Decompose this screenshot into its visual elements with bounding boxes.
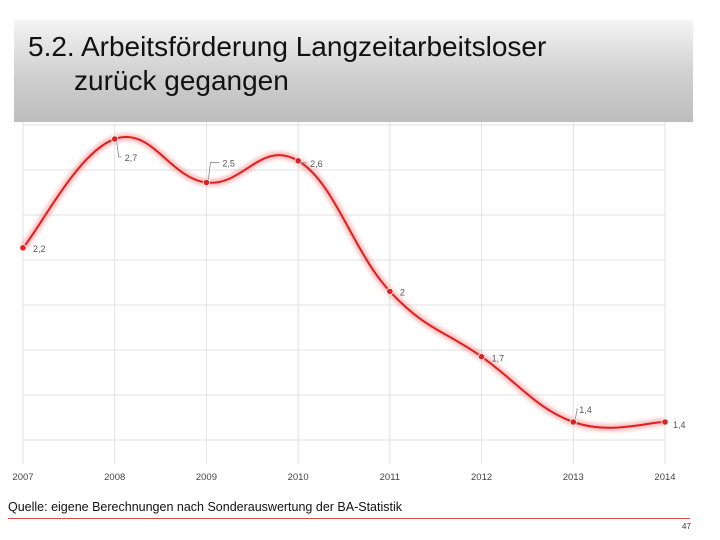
data-point xyxy=(294,157,302,165)
slide-title-line-2: zurück gegangen xyxy=(74,65,289,96)
series-line-glow xyxy=(20,134,666,431)
data-label-leader xyxy=(116,141,122,158)
page-number: 47 xyxy=(682,522,691,531)
data-label: 1,4 xyxy=(579,405,592,415)
title-bar: 5.2. Arbeitsförderung Langzeitarbeitslos… xyxy=(14,20,693,122)
data-label-leader xyxy=(299,162,308,165)
slide-title-line-1: 5.2. Arbeitsförderung Langzeitarbeitslos… xyxy=(28,31,547,62)
data-label: 1,4 xyxy=(673,420,686,430)
x-tick-label: 2012 xyxy=(471,472,492,483)
data-point xyxy=(19,244,27,252)
data-point xyxy=(386,287,394,295)
data-label: 2 xyxy=(400,287,405,297)
data-point xyxy=(661,418,669,426)
data-point xyxy=(111,135,119,143)
x-tick-label: 2013 xyxy=(563,472,584,483)
data-label: 2,6 xyxy=(310,159,323,169)
line-chart: 2,2 2,7 2,5 2,6 2 1,7 1,4 1,4 2007 2008 2009 2010 2… xyxy=(12,122,686,483)
source-note: Quelle: eigene Berechnungen nach Sondera… xyxy=(8,500,403,514)
data-label: 2,2 xyxy=(33,244,46,254)
x-tick-label: 2010 xyxy=(288,472,309,483)
x-tick-label: 2007 xyxy=(12,472,33,483)
source-divider xyxy=(8,518,690,519)
data-point xyxy=(202,178,211,187)
data-point xyxy=(477,353,486,361)
x-tick-label: 2011 xyxy=(380,472,400,483)
data-label-leader xyxy=(574,408,578,420)
data-label: 1,7 xyxy=(492,354,505,364)
x-tick-label: 2014 xyxy=(654,472,675,483)
x-tick-label: 2009 xyxy=(196,472,217,483)
series-line xyxy=(22,136,666,429)
data-point xyxy=(569,418,577,426)
data-label: 2,5 xyxy=(222,159,235,169)
x-tick-label: 2008 xyxy=(104,472,125,483)
data-label: 2,7 xyxy=(125,153,138,163)
data-label-leader xyxy=(208,162,220,180)
